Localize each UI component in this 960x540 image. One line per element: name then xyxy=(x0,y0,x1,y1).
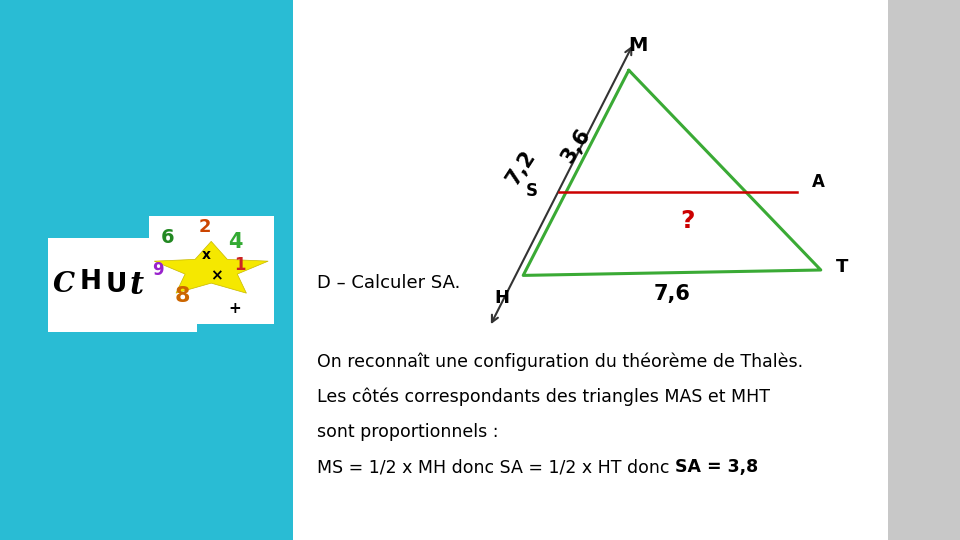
Text: x: x xyxy=(202,248,211,262)
Text: 3,6: 3,6 xyxy=(558,125,594,167)
Text: 2: 2 xyxy=(198,218,211,236)
Text: A: A xyxy=(811,173,825,191)
Bar xyxy=(48,238,197,332)
Text: U: U xyxy=(106,272,127,298)
Text: 4: 4 xyxy=(228,232,243,252)
Bar xyxy=(888,0,960,540)
Text: 7,6: 7,6 xyxy=(654,284,690,305)
Text: SA = 3,8: SA = 3,8 xyxy=(675,458,758,476)
Text: 1: 1 xyxy=(234,256,246,274)
Text: C: C xyxy=(53,271,75,298)
Text: sont proportionnels :: sont proportionnels : xyxy=(317,423,498,441)
Text: ?: ? xyxy=(680,210,695,233)
Text: t: t xyxy=(130,271,144,301)
Text: S: S xyxy=(526,181,538,200)
Text: Les côtés correspondants des triangles MAS et MHT: Les côtés correspondants des triangles M… xyxy=(317,388,770,406)
Text: 6: 6 xyxy=(161,228,175,247)
Text: 7,2: 7,2 xyxy=(503,146,540,188)
Text: +: + xyxy=(228,301,242,316)
Text: ×: × xyxy=(209,269,223,284)
Text: H: H xyxy=(80,269,102,295)
Text: MS = 1/2 x MH donc SA = 1/2 x HT donc: MS = 1/2 x MH donc SA = 1/2 x HT donc xyxy=(317,458,675,476)
Text: On reconnaît une configuration du théorème de Thalès.: On reconnaît une configuration du théorè… xyxy=(317,353,803,371)
Text: 8: 8 xyxy=(175,286,190,306)
Text: H: H xyxy=(494,289,510,307)
Text: T: T xyxy=(836,258,848,276)
Text: 9: 9 xyxy=(153,261,164,279)
Bar xyxy=(0,0,293,540)
Polygon shape xyxy=(155,241,268,293)
Text: D – Calculer SA.: D – Calculer SA. xyxy=(317,274,460,293)
Text: M: M xyxy=(629,36,648,55)
Bar xyxy=(149,216,274,324)
